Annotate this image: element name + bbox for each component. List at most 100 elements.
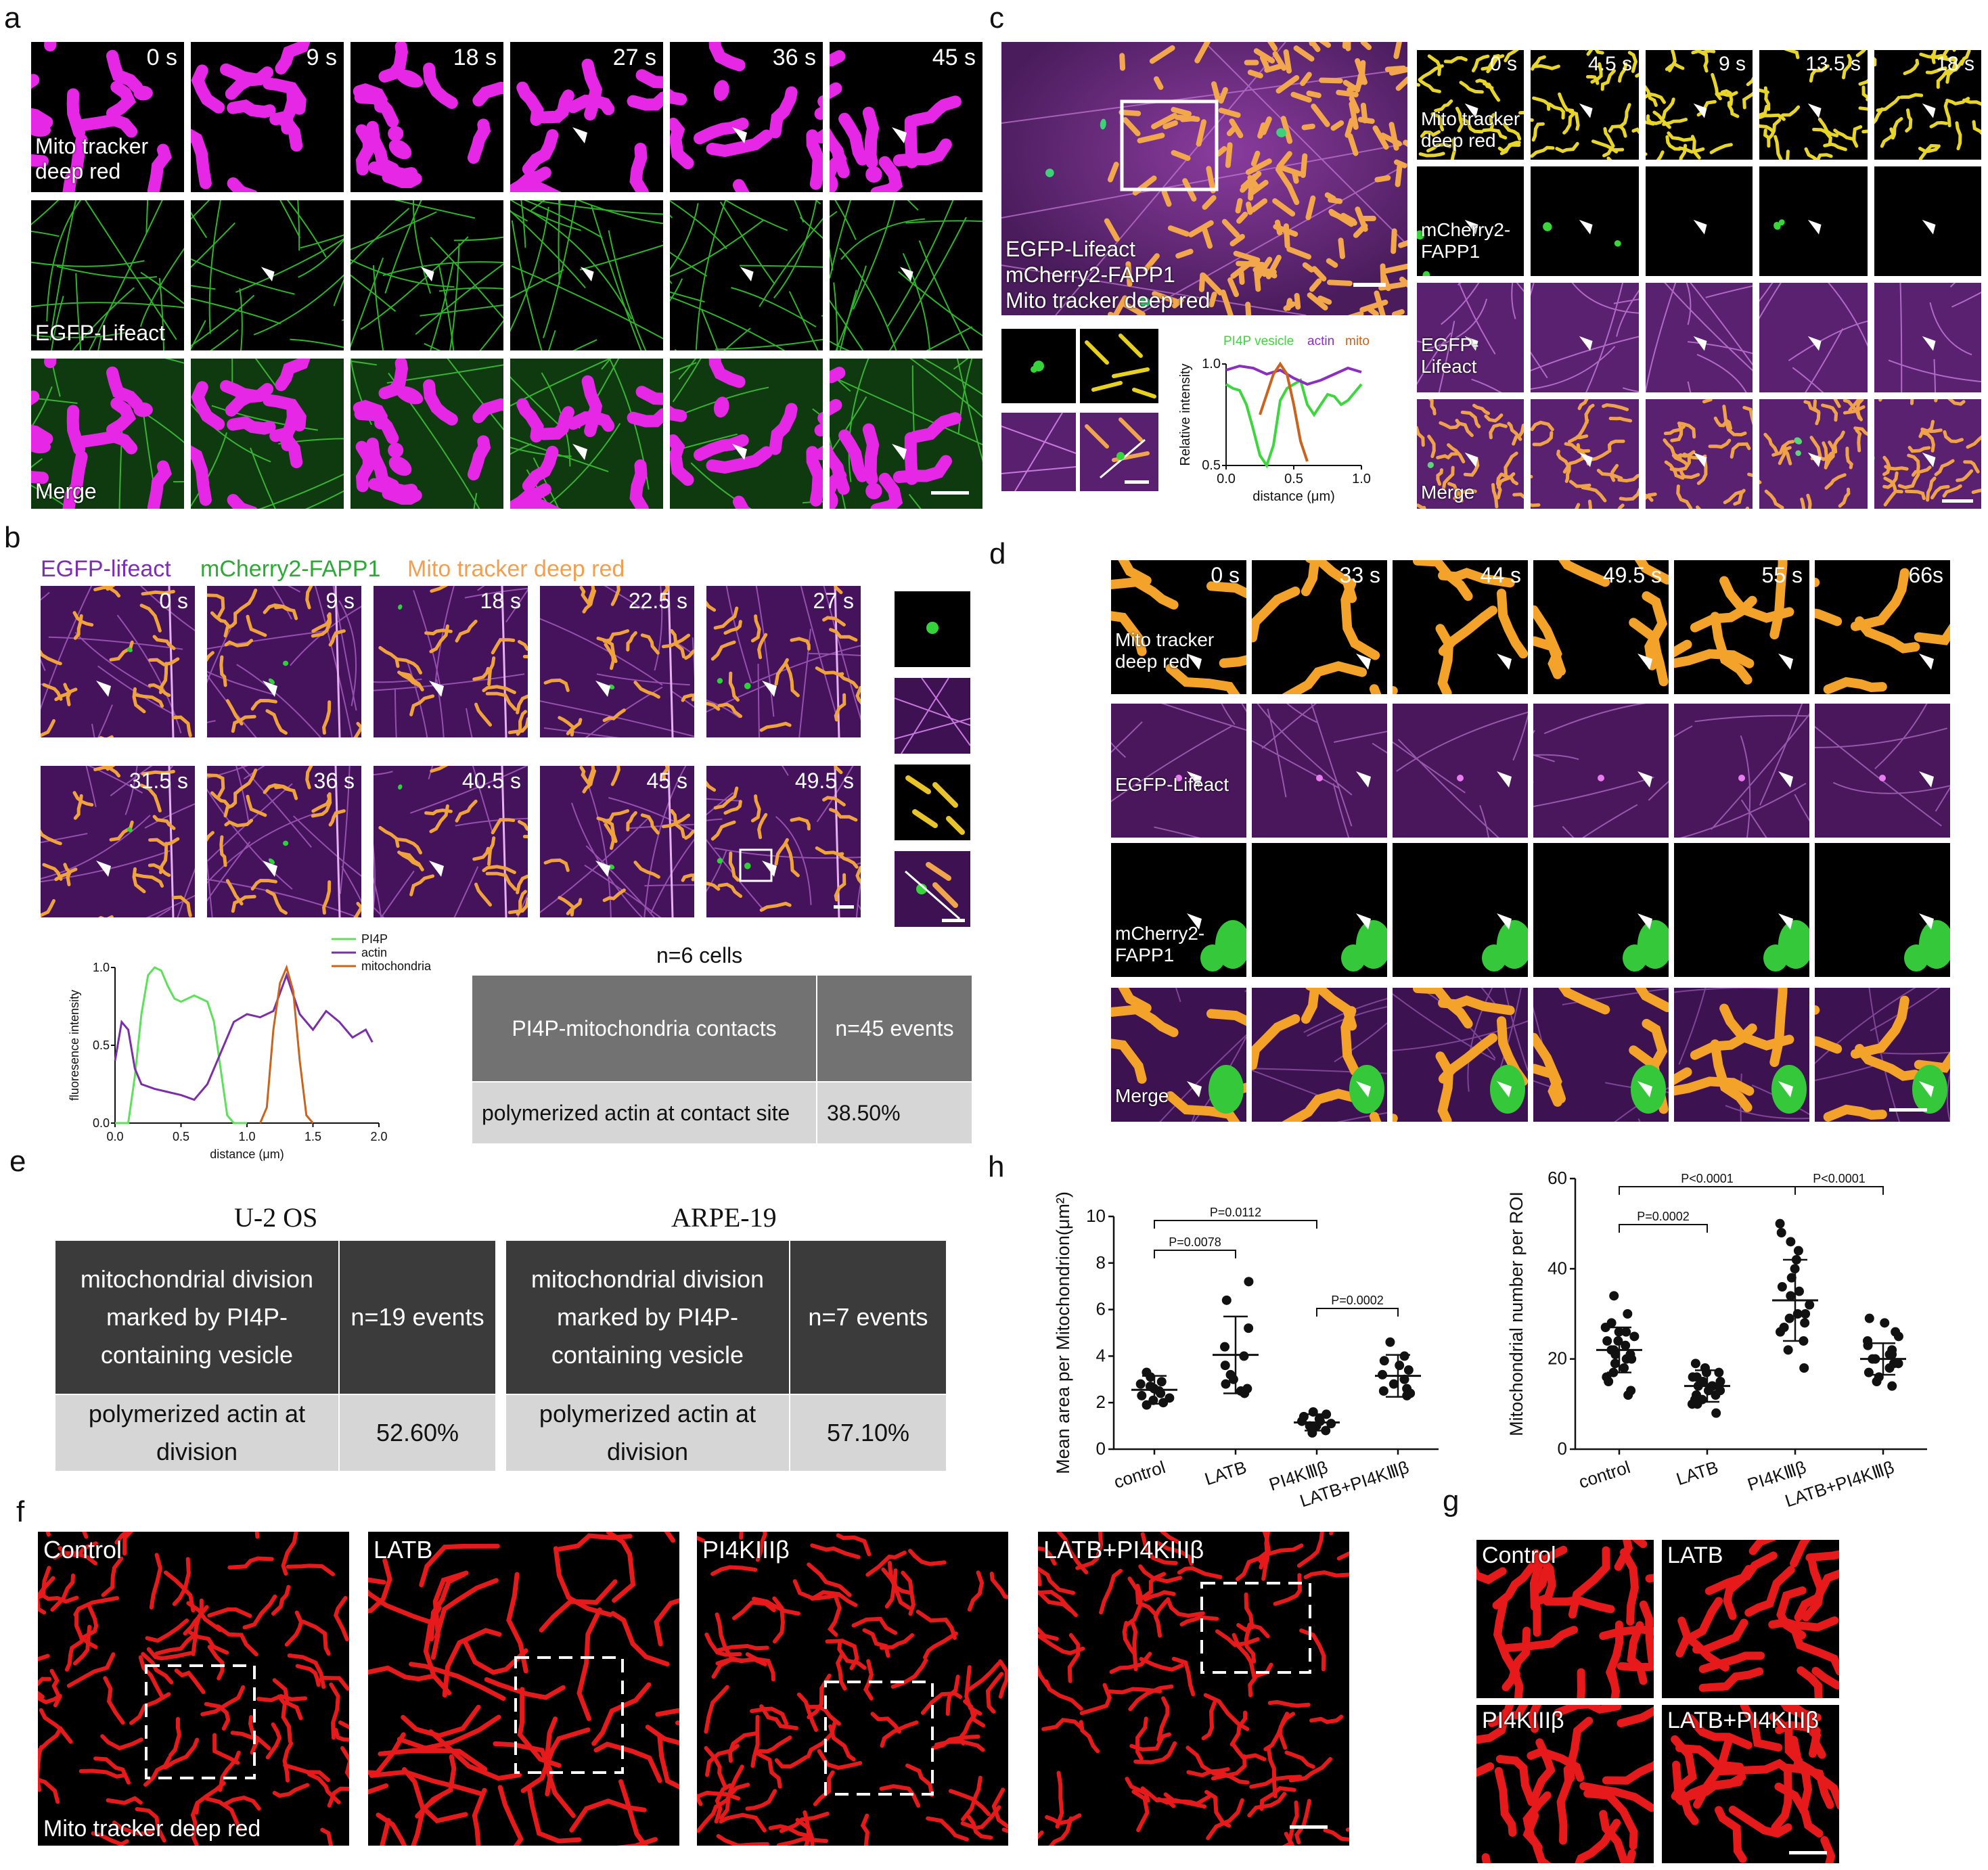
y-tick-label: 0 [1096,1438,1106,1459]
panel-g-image: LATB [1662,1540,1839,1698]
y-tick-label: 0.5 [93,1039,110,1052]
data-point [1621,1327,1631,1337]
panel-d-time-label: 49.5 s [1602,563,1662,587]
data-point [1221,1295,1232,1305]
panel-b-time-label: 31.5 s [129,769,188,793]
y-tick-label: 1.0 [93,961,110,974]
panel-b-frame: 45 s [540,766,694,917]
panel-e-table-cell: n=19 events [338,1239,497,1395]
panel-e-table-cell: polymerized actin at division [54,1394,340,1472]
panel-f-image: Control Mito tracker deep red [38,1532,349,1846]
data-point [1604,1377,1614,1386]
panel-c-row-label: Mito tracker deep red [1421,108,1520,152]
data-point [1714,1367,1724,1377]
panel-d-frame: 33 s [1252,560,1387,694]
panel-b-inset-merge-svg [905,862,965,922]
panel-b-inset-actin-svg [895,678,970,754]
panel-c-frame [1646,166,1753,276]
panel-b-time-label: 9 s [325,589,355,613]
panel-d-frame-svg [1815,704,1950,838]
panel-a-frame-svg [353,42,503,188]
panel-a-frame [830,200,982,350]
panel-b-frame: 31.5 s [41,766,195,917]
panel-c-frame: 13.5 s [1759,50,1868,160]
y-tick-label: 2 [1096,1392,1106,1412]
data-point [1690,1359,1700,1369]
panel-a-frame [351,200,503,350]
p-value-label: P<0.0001 [1813,1172,1866,1185]
panel-b-legend-fapp1: mCherry2-FAPP1 [200,556,381,582]
axis-lines [1112,1216,1439,1451]
panel-b-line-profile-chart: 0.0 0.5 1.0 1.5 2.0 0.0 0.5 1.0 distance (μm) flu… [68,932,432,1161]
panel-d-frame-svg [1111,988,1246,1122]
significance-bracket [1619,1224,1708,1233]
panel-c-frame [1531,166,1639,276]
x-tick-label: 0.0 [1217,472,1236,486]
panel-d-time-label: 44 s [1480,563,1521,587]
panel-a-time-label: 9 s [306,45,337,70]
panel-a-frame-svg [191,200,344,350]
panel-a-time-label: 45 s [932,45,976,70]
panel-b-time-label: 45 s [646,769,687,793]
panel-d-frame-svg [1674,704,1809,838]
panel-c-frame-svg [1531,283,1639,392]
data-point [1379,1356,1389,1366]
panel-c-label-2: mCherry2-FAPP1 [1006,263,1175,287]
data-point [1783,1345,1793,1355]
panel-a-frame-svg [351,359,503,509]
panel-c-frame-svg [1922,219,1936,235]
data-point [1220,1361,1230,1371]
x-tick-label: 1.0 [238,1130,255,1143]
panel-c-frame [1646,399,1753,509]
panel-d-frame-svg [1111,560,1246,694]
axis-lines [114,967,379,1124]
data-point [1863,1340,1873,1350]
series-line-pi4p-vesicle [1225,378,1363,469]
panel-d-time-label: 66s [1908,563,1943,587]
panel-b-time-label: 40.5 s [461,769,521,793]
data-point [1872,1377,1882,1386]
panel-b-frame-svg [540,766,694,917]
panel-a-time-label: 0 s [146,45,177,70]
panel-b-table-title: n=6 cells [656,943,743,967]
data-point [1145,1382,1155,1392]
data-point [1887,1350,1897,1359]
panel-c-frame-svg [1417,219,1478,276]
panel-g-condition-label: PI4KIIIβ [1482,1708,1564,1733]
x-tick-label: 0.0 [106,1130,123,1143]
p-value-label: P=0.0112 [1210,1206,1261,1219]
data-point [1711,1408,1721,1418]
p-value-label: P=0.0078 [1169,1235,1221,1249]
panel-a-frame: 18 s [351,42,503,192]
panel-c-frame: Merge [1417,399,1524,509]
panel-c-frame-svg [1759,399,1868,509]
panel-a-frame-svg [31,200,184,350]
data-point [1609,1291,1619,1301]
data-point [1625,1350,1635,1359]
panel-b-frame: 0 s [41,586,195,737]
panel-d-frame [1393,988,1528,1122]
panel-d-frame-svg [1252,560,1382,694]
panel-c-row-label: Merge [1421,482,1475,503]
panel-d-frame-svg [1533,704,1669,838]
panel-f-image-svg [697,1532,1008,1846]
panel-d-frame: mCherry2-FAPP1 [1111,843,1246,977]
data-point [1228,1374,1238,1384]
legend-label: PI4P vesicle [1223,334,1294,348]
data-point [1610,1359,1620,1369]
y-axis-label: Relative intensity [1178,363,1193,465]
panel-e-table-cell: n=7 events [789,1239,947,1395]
data-point [1315,1416,1325,1426]
data-point [1221,1379,1231,1389]
panel-label-d: d [989,537,1006,570]
panel-g-image-svg [1476,1540,1654,1698]
panel-d-frame [1393,843,1528,977]
data-point [1715,1377,1725,1386]
panel-d-frame: 49.5 s [1533,560,1669,694]
panel-d-frame-svg [1252,988,1387,1122]
panel-d-frame: 0 s Mito tracker deep red [1111,560,1246,694]
panel-f-image: PI4KIIIβ [697,1532,1008,1846]
panel-c-inset-actin-svg [1001,413,1076,491]
x-tick-label: 2.0 [370,1130,387,1143]
panel-b-table-cell: n=45 events [816,974,973,1082]
